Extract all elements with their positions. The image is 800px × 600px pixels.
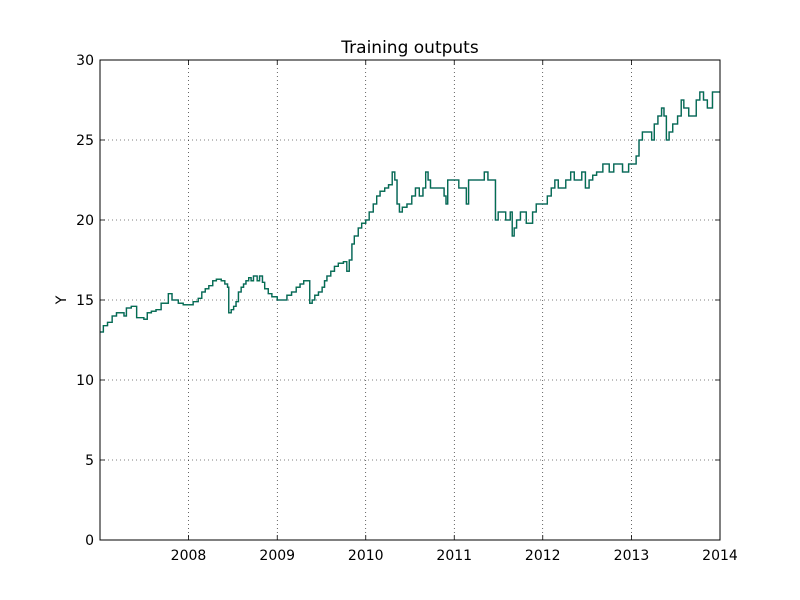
- y-tick-label: 25: [76, 133, 94, 149]
- chart-title: Training outputs: [340, 38, 479, 58]
- x-tick-label: 2010: [348, 548, 384, 564]
- y-axis-label: Y: [54, 295, 70, 305]
- y-tick-label: 5: [85, 453, 94, 469]
- series-line: [100, 91, 720, 333]
- y-tick-label: 20: [76, 213, 94, 229]
- x-tick-label: 2013: [614, 548, 650, 564]
- series-layer: [100, 91, 720, 333]
- x-tick-label: 2009: [259, 548, 295, 564]
- y-tick-label: 30: [76, 53, 94, 69]
- y-tick-label: 15: [76, 293, 94, 309]
- y-tick-label: 0: [85, 533, 94, 549]
- x-tick-label: 2014: [702, 548, 738, 564]
- y-tick-label: 10: [76, 373, 94, 389]
- ticks: 2008 2009 2010 2011 2012 2013 2014 0 5 10 15 20 25 30: [76, 53, 738, 564]
- x-tick-label: 2008: [171, 548, 207, 564]
- x-tick-label: 2011: [436, 548, 472, 564]
- x-tick-label: 2012: [525, 548, 561, 564]
